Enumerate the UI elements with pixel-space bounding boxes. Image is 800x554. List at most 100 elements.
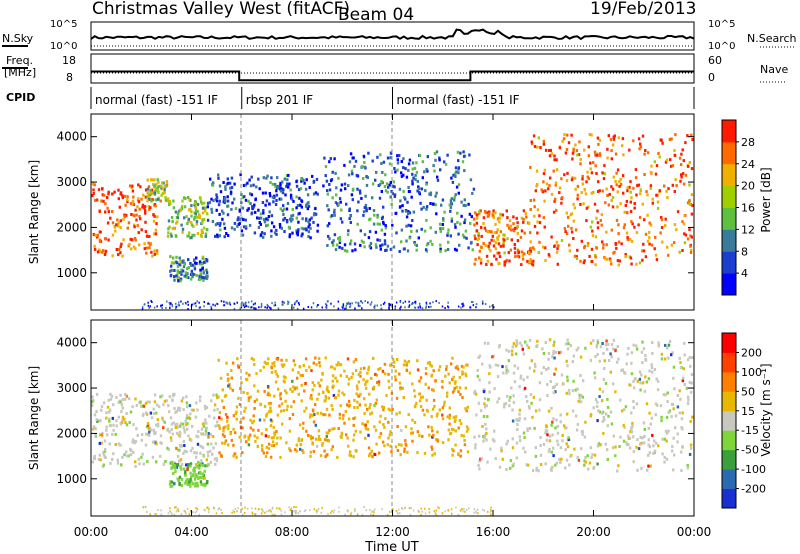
power-cell xyxy=(144,211,147,215)
velocity-cell xyxy=(366,427,370,431)
velocity-cell xyxy=(649,464,652,468)
power-cell xyxy=(111,192,114,196)
velocity-cell xyxy=(269,418,273,422)
power-cell xyxy=(352,187,355,191)
power-cell xyxy=(170,264,173,268)
velocity-cell xyxy=(545,368,548,371)
velocity-cell xyxy=(242,416,245,420)
power-cell xyxy=(205,268,208,272)
power-cell xyxy=(262,176,265,180)
power-cell xyxy=(594,164,597,168)
power-cell xyxy=(668,138,672,141)
velocity-cell xyxy=(476,508,479,511)
power-cell xyxy=(457,305,460,308)
velocity-cell xyxy=(155,512,157,515)
power-cell xyxy=(193,302,195,305)
power-cell xyxy=(517,255,521,259)
power-cell xyxy=(602,246,605,250)
power-cell xyxy=(296,204,300,207)
velocity-cell xyxy=(636,438,639,442)
power-cell xyxy=(91,182,95,186)
power-cell xyxy=(118,248,121,251)
power-cell xyxy=(250,193,254,197)
power-cell xyxy=(314,207,317,211)
velocity-cell xyxy=(170,480,174,484)
power-cell xyxy=(175,305,177,308)
power-cell xyxy=(558,146,562,150)
power-cell xyxy=(362,210,366,214)
velocity-cell xyxy=(314,423,317,427)
power-cell xyxy=(420,227,423,231)
power-cell xyxy=(225,232,228,235)
velocity-cell xyxy=(356,513,359,516)
velocity-cell xyxy=(284,389,287,393)
velocity-cell xyxy=(200,476,203,479)
power-cell xyxy=(133,225,136,229)
velocity-cell xyxy=(683,341,686,345)
power-cell xyxy=(157,184,161,188)
velocity-cell xyxy=(151,455,155,459)
velocity-cell xyxy=(119,400,122,404)
velocity-cell xyxy=(264,511,266,514)
power-cell xyxy=(585,206,589,210)
power-cell xyxy=(328,160,331,164)
power-cell xyxy=(583,244,587,248)
velocity-cell xyxy=(430,425,433,429)
power-cell xyxy=(297,188,301,192)
power-cell xyxy=(550,152,554,156)
power-cell xyxy=(242,184,246,187)
power-cell xyxy=(355,173,358,177)
velocity-cell xyxy=(602,378,606,381)
power-cell xyxy=(204,234,207,238)
velocity-cell xyxy=(436,439,439,443)
power-cell xyxy=(148,306,150,309)
velocity-cell xyxy=(663,455,666,459)
power-cell xyxy=(276,185,279,189)
power-cell xyxy=(382,220,385,224)
velocity-cell xyxy=(199,476,202,479)
velocity-cell xyxy=(445,367,448,371)
velocity-cell xyxy=(603,418,606,422)
power-cell xyxy=(475,213,479,217)
velocity-cell xyxy=(151,440,155,444)
power-cell xyxy=(622,153,625,157)
power-cell xyxy=(470,215,473,219)
power-cell xyxy=(579,202,582,206)
power-cell xyxy=(348,302,351,305)
velocity-cell xyxy=(413,394,417,398)
velocity-cell xyxy=(383,444,386,448)
power-cell xyxy=(230,207,233,211)
velocity-cell xyxy=(312,361,315,365)
power-cell xyxy=(287,225,291,229)
power-cell xyxy=(179,279,182,283)
velocity-cell xyxy=(299,423,302,427)
power-cell xyxy=(347,301,350,304)
velocity-cell xyxy=(691,356,694,360)
velocity-cell xyxy=(189,471,192,475)
velocity-cell xyxy=(232,427,235,431)
velocity-cell xyxy=(589,341,593,345)
velocity-cell xyxy=(234,412,237,416)
power-cell xyxy=(144,195,147,199)
power-cell xyxy=(342,304,345,307)
power-cell xyxy=(450,176,453,180)
velocity-cell xyxy=(189,483,192,487)
power-cell xyxy=(117,188,120,192)
velocity-cell xyxy=(534,365,537,369)
power-cell xyxy=(486,211,489,215)
velocity-cell xyxy=(540,371,543,375)
power-cell xyxy=(520,216,524,220)
velocity-cell xyxy=(175,465,179,469)
power-cell xyxy=(607,134,610,138)
power-cell xyxy=(660,218,664,222)
power-cell xyxy=(483,226,487,230)
velocity-cell xyxy=(174,470,177,474)
power-cell xyxy=(491,304,493,307)
velocity-cell xyxy=(674,414,678,418)
velocity-cell xyxy=(576,422,580,426)
colorbar-swatch xyxy=(722,163,736,187)
velocity-cell xyxy=(428,433,431,437)
velocity-cell xyxy=(299,510,301,513)
power-cell xyxy=(304,227,307,231)
power-cell xyxy=(529,199,532,202)
